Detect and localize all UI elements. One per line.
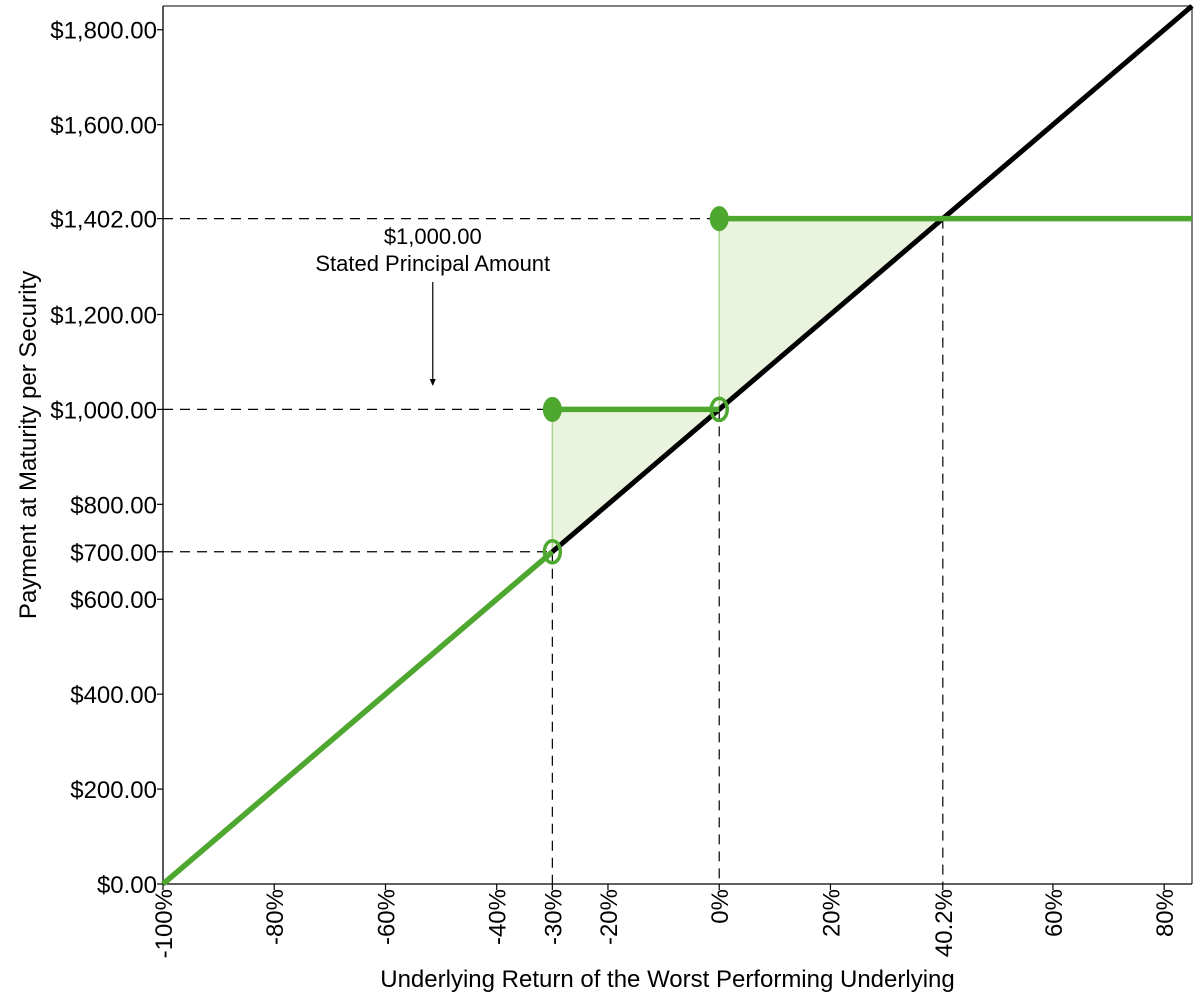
y-tick-label: $1,600.00	[50, 113, 157, 140]
annotation-arrow-head	[429, 379, 436, 386]
axes	[157, 5, 1193, 890]
y-tick-label: $200.00	[70, 777, 157, 804]
x-tick-label: -40%	[485, 889, 512, 945]
x-tick-label: -20%	[596, 889, 623, 945]
y-tick-label: $1,200.00	[50, 302, 157, 329]
tick-labels: $0.00 $200.00 $400.00 $600.00 $700.00 $800.00…	[50, 18, 1179, 959]
y-tick-label: $0.00	[97, 872, 157, 899]
x-tick-label: -60%	[373, 889, 400, 945]
reference-lines	[163, 218, 944, 884]
filled-point-1	[709, 206, 729, 232]
x-tick-label: -30%	[540, 889, 567, 945]
y-tick-label: $1,402.00	[50, 207, 157, 234]
annotation-label: Stated Principal Amount	[315, 251, 550, 276]
x-tick-label: -100%	[151, 889, 178, 958]
x-tick-label: -80%	[262, 889, 289, 945]
y-tick-label: $700.00	[70, 540, 157, 567]
x-tick-label: 20%	[818, 889, 845, 937]
y-tick-label: $1,800.00	[50, 18, 157, 45]
x-tick-label: 40.2%	[931, 889, 958, 957]
x-tick-label: 0%	[707, 889, 734, 924]
y-tick-label: $600.00	[70, 587, 157, 614]
x-tick-label: 80%	[1152, 889, 1179, 937]
x-tick-label: 60%	[1041, 889, 1068, 937]
open-point-1	[709, 396, 729, 423]
x-axis-title: Underlying Return of the Worst Performin…	[380, 966, 954, 993]
series-lines	[161, 4, 1194, 887]
open-point-0	[542, 539, 563, 565]
y-axis-title: Payment at Maturity per Security	[15, 271, 42, 619]
payment-line-segment-0	[161, 549, 555, 887]
annotation-amount: $1,000.00	[384, 224, 482, 249]
y-tick-label: $1,000.00	[50, 397, 157, 424]
y-tick-label: $800.00	[70, 492, 157, 519]
series-points	[542, 206, 729, 565]
filled-point-0	[542, 396, 562, 422]
y-tick-label: $400.00	[70, 682, 157, 709]
